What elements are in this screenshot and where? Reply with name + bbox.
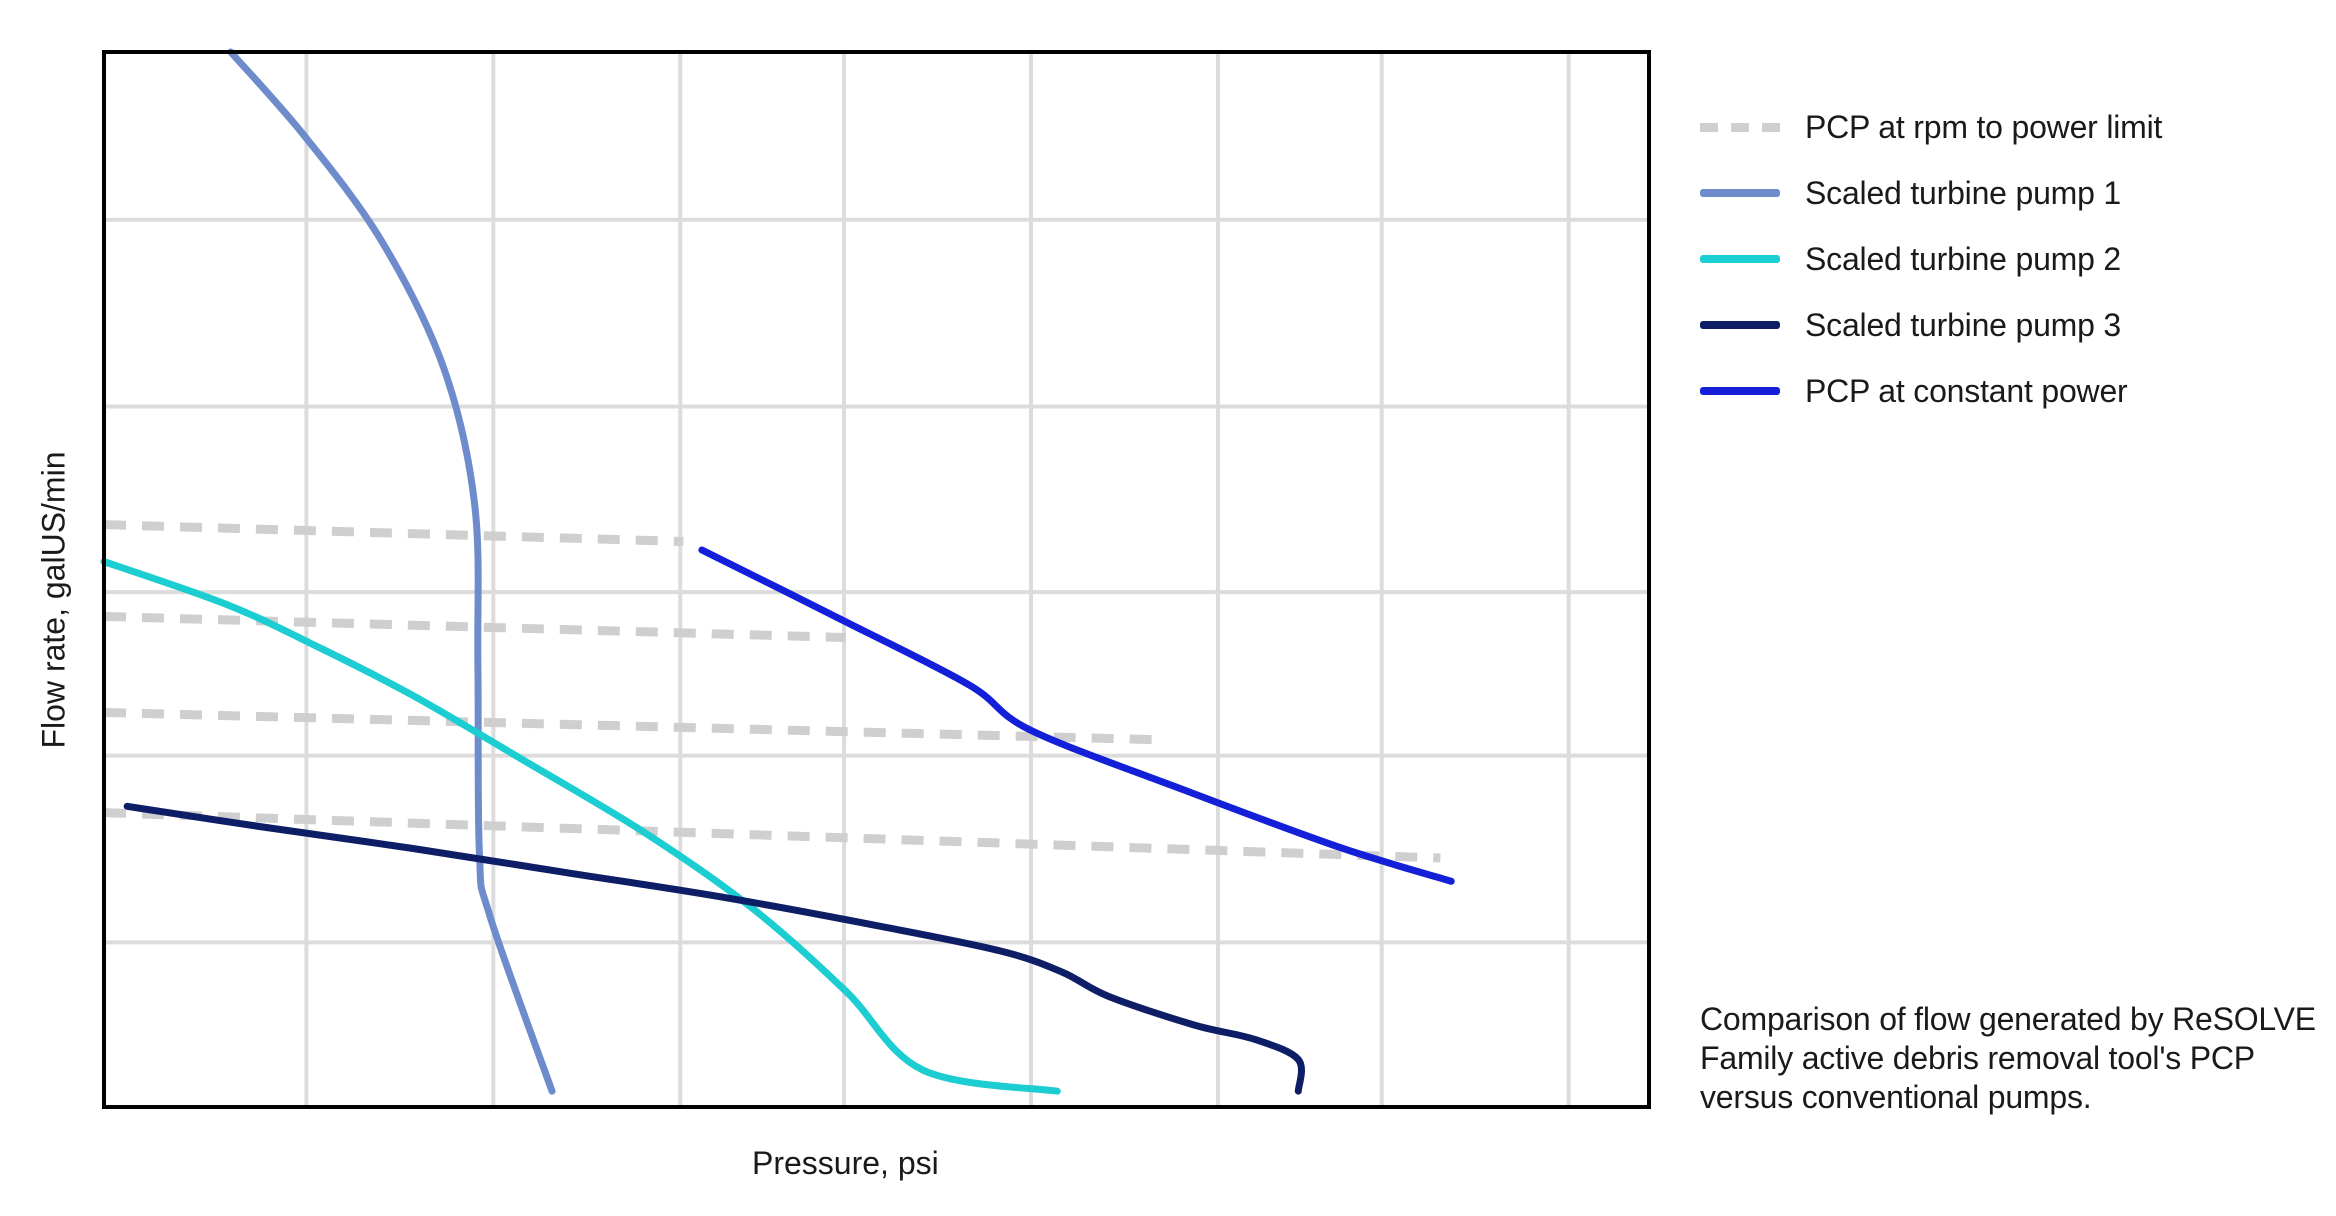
series-line-pcp-at-rpm-to-power-limit xyxy=(103,808,1441,863)
legend-label: PCP at constant power xyxy=(1805,372,2128,409)
legend-label: Scaled turbine pump 3 xyxy=(1805,306,2122,343)
legend-swatch xyxy=(1700,387,1780,395)
legend-item-pcp-constant-power: PCP at constant power xyxy=(1700,358,2162,424)
legend-label: Scaled turbine pump 2 xyxy=(1805,240,2122,277)
legend-item-turbine-pump-1: Scaled turbine pump 1 xyxy=(1700,160,2162,226)
legend: PCP at rpm to power limit Scaled turbine… xyxy=(1700,94,2162,424)
legend-swatch xyxy=(1700,255,1780,263)
series-line-scaled-turbine-pump-3 xyxy=(123,802,1305,1095)
legend-item-turbine-pump-3: Scaled turbine pump 3 xyxy=(1700,292,2162,358)
series-line-pcp-at-constant-power xyxy=(698,546,1455,885)
legend-item-turbine-pump-2: Scaled turbine pump 2 xyxy=(1700,226,2162,292)
y-axis-label: Flow rate, galUS/min xyxy=(35,451,72,749)
legend-swatch xyxy=(1700,321,1780,329)
plot-frame xyxy=(102,50,1651,1109)
series-line-scaled-turbine-pump-1 xyxy=(227,48,556,1095)
legend-item-pcp-rpm-power-limit: PCP at rpm to power limit xyxy=(1700,94,2162,160)
series-layer xyxy=(100,48,1455,1095)
legend-label: Scaled turbine pump 1 xyxy=(1805,174,2122,211)
legend-swatch xyxy=(1700,189,1780,197)
series-line-scaled-turbine-pump-2 xyxy=(100,558,1061,1095)
chart-caption: Comparison of flow generated by ReSOLVE … xyxy=(1700,1001,2316,1115)
series-line-pcp-at-rpm-to-power-limit xyxy=(103,707,1163,745)
series-line-pcp-at-rpm-to-power-limit xyxy=(103,520,684,547)
grid xyxy=(104,52,1649,1107)
series-line-pcp-at-rpm-to-power-limit xyxy=(103,611,846,643)
x-axis-label: Pressure, psi xyxy=(752,1145,939,1181)
legend-label: PCP at rpm to power limit xyxy=(1805,108,2163,145)
legend-swatch xyxy=(1700,122,1780,132)
